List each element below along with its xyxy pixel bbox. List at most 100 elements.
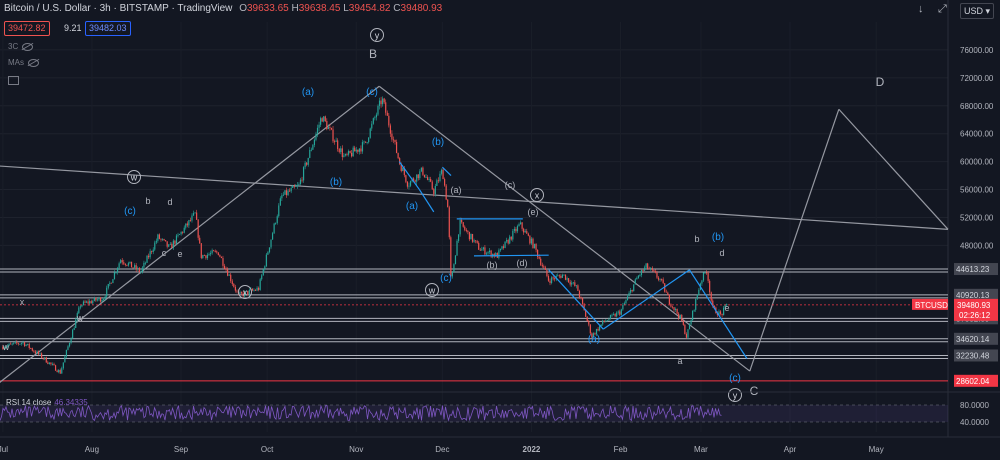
candle-body: [182, 231, 184, 233]
candle-body: [273, 223, 275, 234]
candle-body: [95, 297, 97, 301]
candle-body: [90, 301, 92, 304]
wave-label: w: [2, 342, 10, 352]
candle-body: [523, 228, 525, 233]
candle-body: [547, 276, 550, 281]
candle-body: [507, 240, 509, 244]
candle-body: [704, 272, 706, 274]
maximize-icon[interactable]: ⤢: [938, 3, 947, 15]
candle-body: [5, 346, 7, 348]
candle-body: [53, 363, 55, 366]
rsi-legend[interactable]: RSI 14 close 46.34335: [6, 398, 88, 407]
candle-body: [647, 263, 649, 269]
candle-body: [51, 363, 54, 365]
last-price-badge: [954, 298, 998, 321]
candle-body: [709, 280, 711, 293]
candle-body: [76, 313, 78, 320]
candle-body: [577, 285, 579, 291]
currency-button[interactable]: USD ▾: [960, 3, 994, 19]
candle-body: [723, 307, 725, 316]
eye-hidden-icon[interactable]: [22, 42, 34, 51]
candle-body: [360, 148, 362, 152]
candle-body: [501, 246, 503, 249]
candle-body: [690, 320, 692, 325]
wave-label: x: [20, 297, 25, 307]
candle-body: [98, 297, 100, 300]
candle-body: [161, 239, 164, 240]
candle-body: [174, 240, 176, 244]
candle-body: [329, 127, 331, 128]
candle-body: [552, 277, 554, 279]
candle-body: [253, 290, 255, 291]
candle-body: [203, 255, 205, 256]
candle-body: [192, 213, 195, 216]
candle-body: [482, 247, 484, 250]
candle-body: [28, 343, 30, 349]
candle-body: [603, 320, 605, 322]
candle-body: [165, 240, 167, 242]
candle-body: [163, 239, 165, 241]
candle-body: [444, 179, 446, 186]
wave-label: (c): [124, 206, 136, 217]
candle-body: [726, 304, 728, 306]
candle-body: [254, 290, 257, 291]
candle-body: [696, 295, 698, 299]
candle-body: [488, 250, 491, 253]
candle-body: [247, 290, 249, 295]
candle-body: [11, 343, 13, 345]
collapse-legend-icon[interactable]: [8, 76, 19, 85]
candle-body: [650, 267, 652, 269]
candle-body: [160, 238, 162, 240]
sell-price-button[interactable]: 39472.82: [4, 21, 50, 36]
candle-body: [72, 329, 74, 339]
candle-body: [513, 228, 515, 231]
candle-body: [509, 236, 511, 244]
candle-body: [382, 98, 384, 105]
eye-hidden-icon[interactable]: [28, 58, 39, 67]
candle-body: [186, 223, 188, 226]
candle-body: [180, 231, 182, 235]
candle-body: [377, 105, 379, 115]
wave-label: (b): [487, 260, 498, 270]
wave-label: d: [167, 197, 172, 207]
rsi-tick-label: 40.0000: [960, 418, 989, 427]
candle-body: [369, 128, 371, 138]
candle-body: [332, 129, 334, 142]
candle-body: [642, 270, 644, 271]
candle-body: [657, 277, 660, 280]
candle-body: [426, 177, 429, 180]
candle-body: [684, 324, 686, 335]
candle-body: [134, 265, 136, 268]
candle-body: [118, 263, 120, 268]
indicator-3c[interactable]: 3C: [8, 42, 34, 51]
candle-body: [208, 254, 210, 255]
wave-channel-line: [473, 254, 549, 257]
candle-body: [462, 222, 464, 227]
candle-body: [25, 344, 27, 346]
buy-price-button[interactable]: 39482.03: [85, 21, 131, 36]
candle-body: [606, 320, 608, 322]
candle-body: [526, 231, 528, 234]
candle-body: [45, 357, 47, 363]
candle-body: [87, 301, 89, 304]
arrow-down-icon[interactable]: ↓: [918, 3, 924, 15]
candle-body: [73, 328, 75, 330]
candle-body: [383, 98, 385, 103]
indicator-mas[interactable]: MAs: [8, 58, 39, 67]
candle-body: [341, 148, 343, 157]
candle-body: [116, 267, 119, 273]
candle-body: [422, 167, 424, 175]
x-tick-label: Aug: [85, 445, 99, 454]
candle-body: [225, 268, 227, 270]
candle-body: [543, 266, 545, 268]
candle-body: [338, 148, 340, 153]
wave-label: (c): [729, 373, 741, 384]
candle-body: [104, 296, 106, 299]
candle-body: [346, 154, 348, 155]
countdown-label: 02:26:12: [959, 311, 991, 320]
ohlc-readout: O39633.65 H39638.45 L39454.82 C39480.93: [239, 3, 443, 14]
candle-body: [281, 195, 283, 199]
candle-body: [654, 271, 657, 273]
candle-body: [244, 291, 246, 297]
